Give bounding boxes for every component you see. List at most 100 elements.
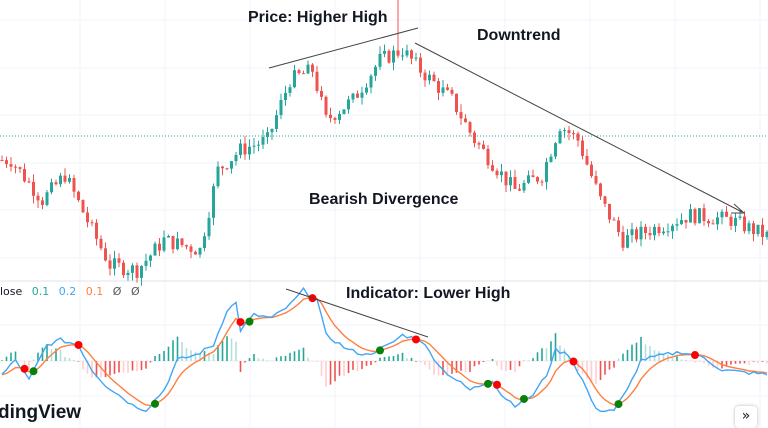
candle-body (244, 144, 247, 155)
candle-body (140, 266, 143, 278)
candle-body (154, 244, 157, 256)
candle-body (235, 155, 238, 161)
histogram-bar (186, 348, 188, 361)
candle-body (176, 238, 179, 249)
histogram-bar (739, 361, 741, 364)
candle-body (356, 94, 359, 98)
candle-body (451, 90, 454, 94)
crossover-up-marker (615, 400, 623, 408)
crossover-down-marker (570, 358, 578, 366)
histogram-bar (550, 341, 552, 361)
candle-body (622, 232, 625, 248)
histogram-bar (694, 361, 696, 362)
candle-body (554, 143, 557, 156)
histogram-bar (154, 356, 156, 361)
candle-body (491, 165, 494, 171)
candle-body (739, 217, 742, 218)
candle-body (446, 87, 449, 90)
candle-body (158, 244, 161, 251)
candle-body (406, 50, 409, 55)
candle-body (203, 236, 206, 248)
candle-body (419, 58, 422, 73)
candle-body (415, 58, 418, 59)
histogram-bar (429, 361, 431, 370)
candle-body (464, 118, 467, 122)
candle-body (5, 160, 8, 164)
candle-body (383, 51, 386, 54)
histogram-bar (483, 361, 485, 362)
candle-body (541, 182, 544, 183)
histogram-bar (564, 349, 566, 361)
tradingview-logo[interactable]: dingView (0, 402, 81, 424)
candle-body (559, 131, 562, 143)
candle-body (433, 75, 436, 81)
candle-body (316, 72, 319, 91)
histogram-bar (141, 361, 143, 370)
histogram-bar (177, 337, 179, 361)
candle-body (716, 217, 719, 224)
candle-body (649, 233, 652, 235)
candle-body (46, 192, 49, 205)
histogram-bar (744, 361, 746, 363)
histogram-bar (582, 361, 584, 374)
histogram-bar (1, 360, 3, 361)
candle-body (280, 100, 283, 115)
candle-body (361, 93, 364, 98)
histogram-bar (406, 358, 408, 361)
candle-body (487, 149, 490, 165)
histogram-bar (672, 358, 674, 361)
candle-body (532, 175, 535, 177)
legend-value-5: Ø (131, 285, 140, 298)
candle-body (109, 260, 112, 268)
histogram-bar (676, 356, 678, 361)
candle-body (23, 169, 26, 181)
candle-body (617, 220, 620, 232)
scroll-to-realtime-button[interactable]: » (735, 406, 757, 428)
histogram-bar (735, 361, 737, 364)
histogram-bar (249, 358, 251, 361)
histogram-bar (163, 351, 165, 361)
candle-body (145, 261, 148, 266)
histogram-bar (78, 361, 80, 362)
candle-body (163, 237, 166, 250)
histogram-bar (64, 357, 66, 361)
candle-body (262, 137, 265, 145)
candle-body (118, 258, 121, 262)
candle-body (712, 223, 715, 224)
histogram-bar (420, 361, 422, 363)
histogram-bar (82, 361, 84, 369)
legend-value-4: Ø (113, 285, 122, 298)
histogram-bar (307, 358, 309, 361)
histogram-bar (348, 361, 350, 373)
histogram-bar (181, 342, 183, 361)
higher-high-trendline[interactable] (269, 28, 418, 68)
candle-body (41, 200, 44, 205)
candle-body (113, 258, 116, 268)
histogram-bar (379, 358, 381, 361)
candle-body (289, 87, 292, 93)
histogram-bar (114, 361, 116, 374)
histogram-bar (613, 361, 615, 368)
crossover-up-marker (30, 367, 38, 375)
legend-value-3: 0.1 (86, 285, 104, 298)
candle-body (658, 227, 661, 233)
candle-body (640, 227, 643, 240)
histogram-bar (604, 361, 606, 375)
histogram-bar (289, 353, 291, 361)
histogram-bar (343, 361, 345, 376)
candle-body (347, 99, 350, 109)
histogram-bar (726, 361, 728, 366)
candle-body (509, 177, 512, 185)
candles (1, 0, 768, 286)
candle-body (478, 143, 481, 145)
histogram-bar (123, 361, 125, 373)
candle-body (190, 246, 193, 251)
candle-body (595, 176, 598, 183)
candle-body (496, 171, 499, 175)
candle-body (644, 227, 647, 233)
candle-body (572, 133, 575, 134)
candle-body (694, 209, 697, 223)
histogram-bar (658, 351, 660, 361)
indicator-legend[interactable]: lose 0.1 0.2 0.1 Ø Ø (0, 285, 146, 298)
